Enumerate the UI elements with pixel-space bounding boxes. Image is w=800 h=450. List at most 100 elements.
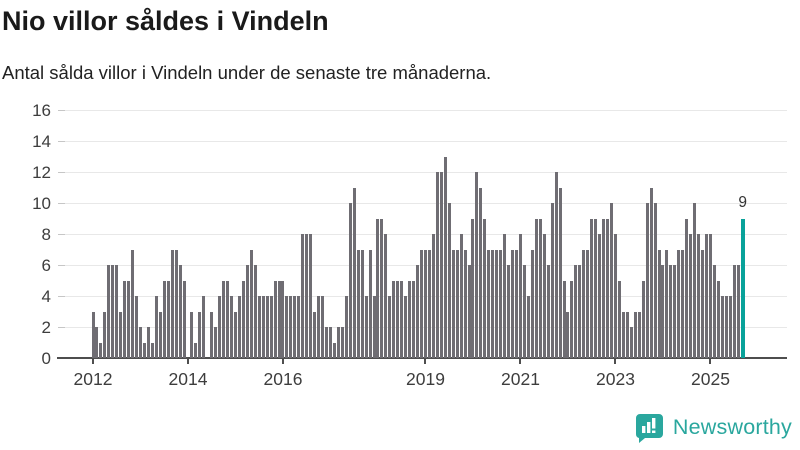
bar [166, 280, 170, 358]
x-tick-mark [519, 358, 522, 364]
bar [451, 249, 455, 358]
bar [633, 311, 637, 358]
bar [170, 249, 174, 358]
bar [534, 218, 538, 358]
bar [732, 265, 736, 358]
bar [372, 296, 376, 358]
bar [621, 311, 625, 358]
y-tick-mark [58, 203, 65, 204]
bar [245, 265, 249, 358]
x-tick-mark [281, 358, 284, 364]
bar [380, 218, 384, 358]
bar [637, 311, 641, 358]
bar [716, 280, 720, 358]
bar [154, 296, 158, 358]
bar [447, 203, 451, 358]
bar [653, 203, 657, 358]
bar [182, 280, 186, 358]
bar [119, 311, 123, 358]
y-tick-mark [58, 172, 65, 173]
bar [253, 265, 257, 358]
bar [420, 249, 424, 358]
bar [705, 234, 709, 358]
bar [388, 296, 392, 358]
y-tick-mark [58, 110, 65, 111]
bar [237, 296, 241, 358]
bar [340, 327, 344, 358]
bar [214, 327, 218, 358]
bar [332, 342, 336, 358]
bar [127, 280, 131, 358]
bar [103, 311, 107, 358]
bar [202, 296, 206, 358]
bar [230, 296, 234, 358]
gridline [65, 141, 787, 142]
chart-subtitle: Antal sålda villor i Vindeln under de se… [2, 62, 492, 83]
bar [483, 218, 487, 358]
bar [665, 249, 669, 358]
bar [194, 342, 198, 358]
bar [261, 296, 265, 358]
bar [625, 311, 629, 358]
y-tick-mark [58, 327, 65, 328]
bar [669, 265, 673, 358]
bar [507, 265, 511, 358]
bar [226, 280, 230, 358]
y-axis-zero-tick [57, 357, 65, 359]
bar [364, 296, 368, 358]
bar [641, 280, 645, 358]
bar [408, 280, 412, 358]
bar [277, 280, 281, 358]
bar [396, 280, 400, 358]
newsworthy-logo-text: Newsworthy [672, 415, 792, 439]
bar [463, 249, 467, 358]
bar [376, 218, 380, 358]
last-value-label: 9 [738, 193, 747, 211]
bar [301, 234, 305, 358]
newsworthy-logo[interactable]: Newsworthy [634, 412, 792, 443]
bar [423, 249, 427, 358]
bar [435, 172, 439, 358]
x-tick-mark [92, 358, 94, 364]
bar [526, 296, 530, 358]
bar [249, 249, 253, 358]
bar [617, 280, 621, 358]
bar [178, 265, 182, 358]
bar [475, 172, 479, 358]
bar [511, 249, 515, 358]
bar [384, 234, 388, 358]
y-tick-label: 10 [32, 194, 51, 213]
bar [111, 265, 115, 358]
bar [736, 265, 740, 358]
bar [404, 296, 408, 358]
bar [554, 172, 558, 358]
bar [574, 265, 578, 358]
y-tick-mark [58, 141, 65, 142]
bar [131, 249, 135, 358]
y-tick-label: 16 [32, 101, 51, 120]
bar [138, 327, 142, 358]
bar [293, 296, 297, 358]
bar [629, 327, 633, 358]
bar [479, 187, 483, 358]
bar [708, 234, 712, 358]
bar [416, 265, 420, 358]
x-tick-label: 2021 [501, 369, 540, 389]
x-tick-label: 2014 [168, 369, 208, 389]
bar [570, 280, 574, 358]
bar [518, 234, 522, 358]
bar [697, 234, 701, 358]
bar [471, 218, 475, 358]
highlighted-bar [740, 218, 745, 358]
bar [400, 280, 404, 358]
bar [499, 249, 503, 358]
x-tick-label: 2016 [263, 369, 303, 389]
bar [685, 218, 689, 358]
y-tick-label: 4 [41, 287, 51, 306]
x-tick-mark [709, 358, 712, 364]
bar-chart: 0 2 4 6 8 10 12 14 16 9 2012 2014 2016 2019 2021 2023 20… [32, 101, 787, 389]
page-title: Nio villor såldes i Vindeln [2, 6, 329, 36]
bar [392, 280, 396, 358]
bar [598, 234, 602, 358]
bar [313, 311, 317, 358]
